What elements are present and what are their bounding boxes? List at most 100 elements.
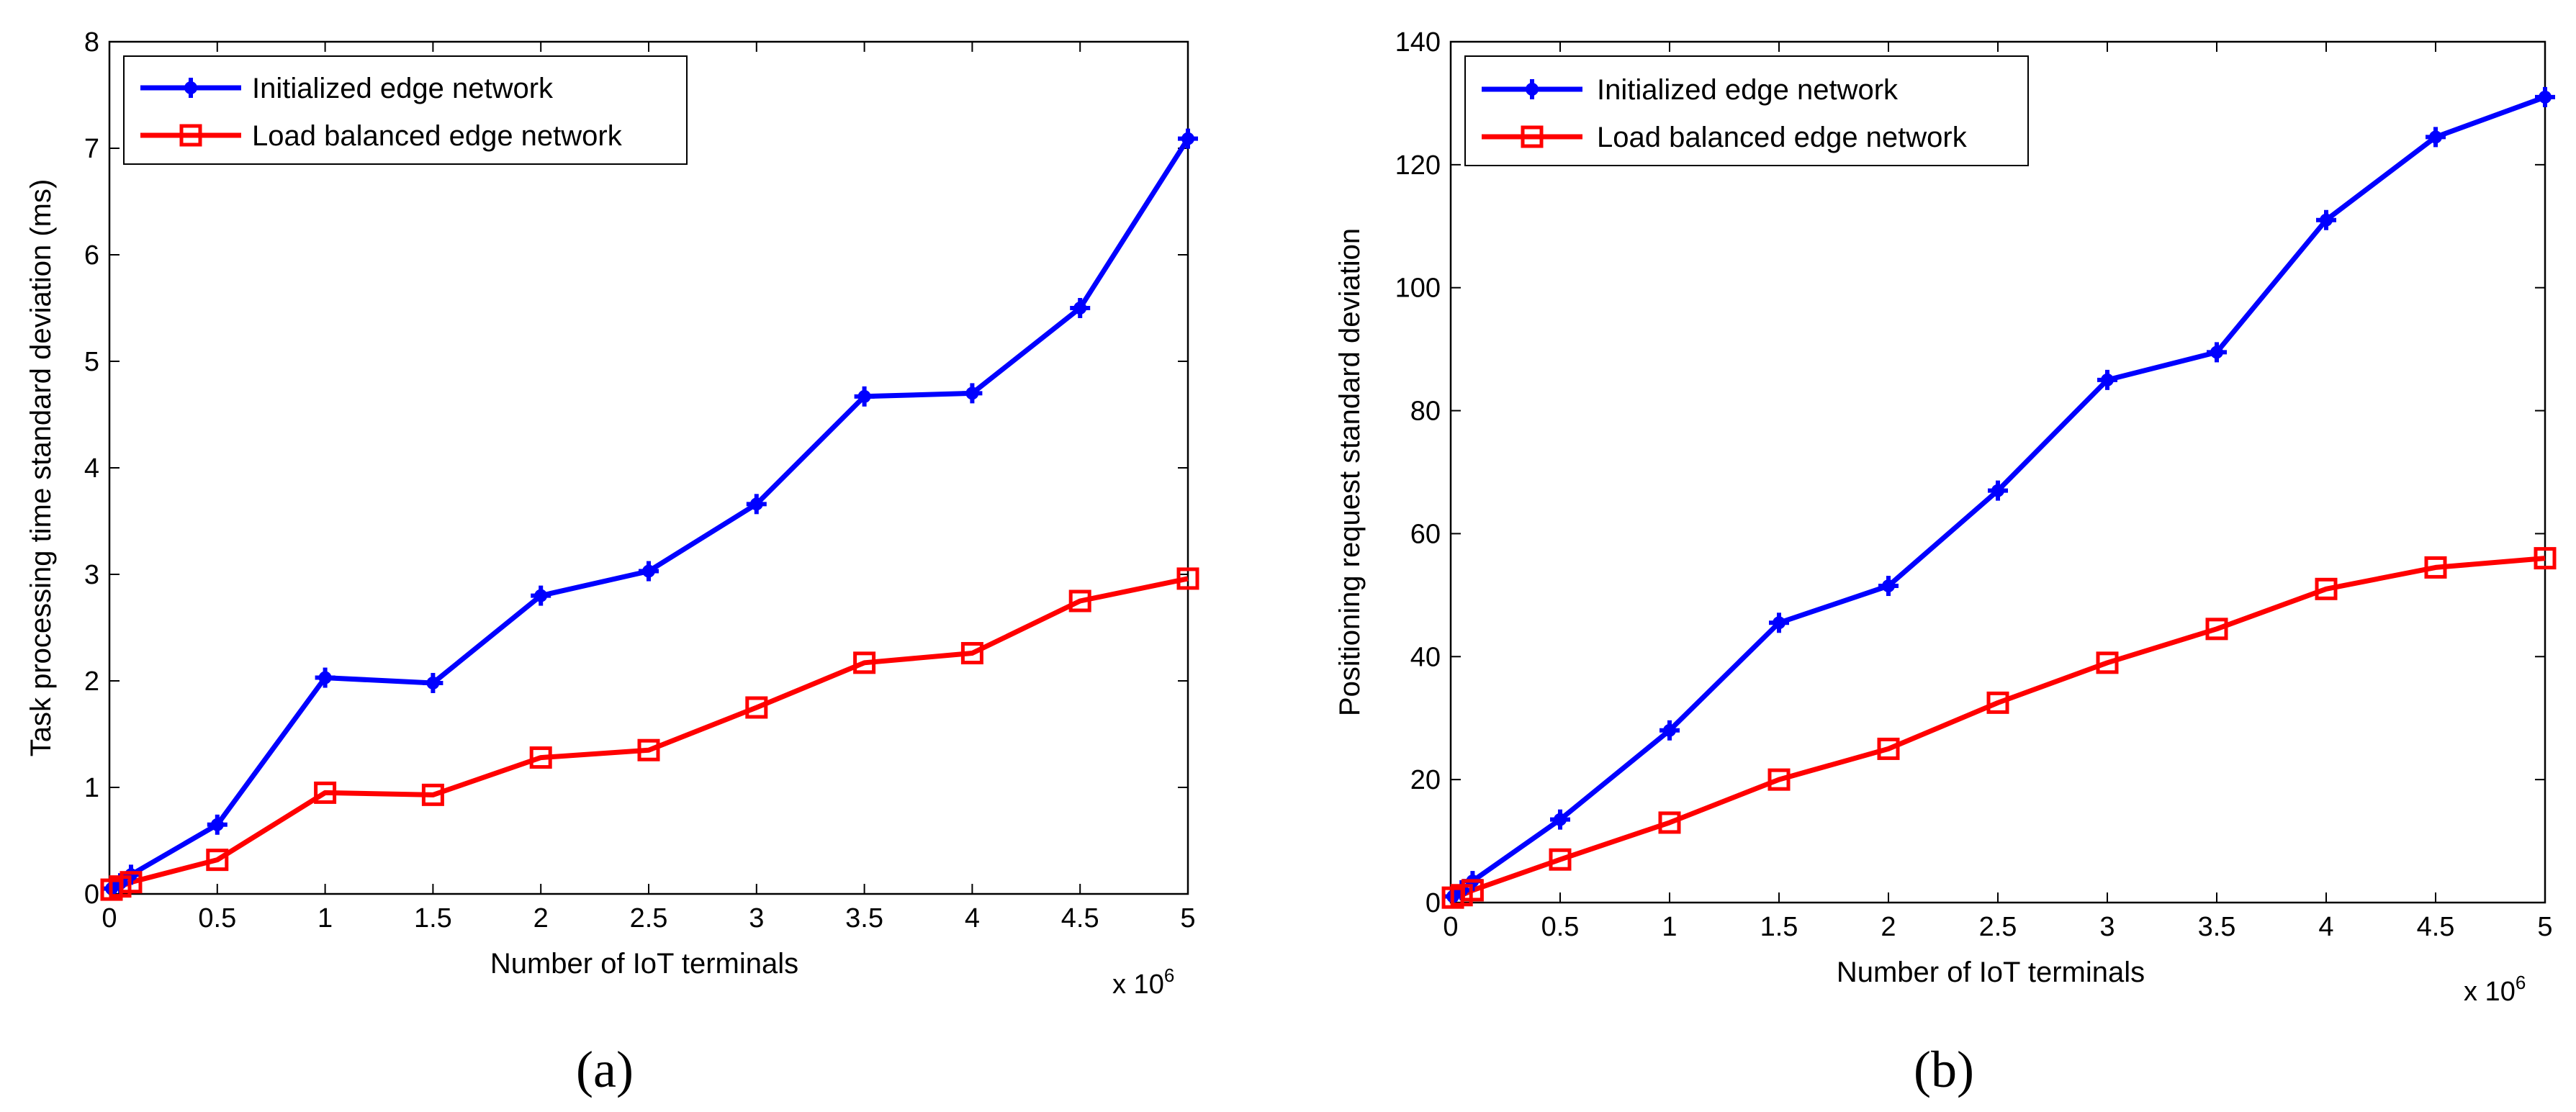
data-point-balanced-a [1176,567,1199,590]
x-tick-label-b: 3.5 [2198,912,2236,942]
axis-ticks-a: 0 0.5 1 1.5 2 2.5 3 3.5 4 4.5 5 0 1 2 3 4 5 6 7 8 [84,27,1196,934]
x-tick-label-b: 5 [2537,912,2552,942]
y-tick-label-b: 120 [1395,150,1441,181]
x-tick-label-b: 1.5 [1760,912,1798,942]
data-point-initialized-a [1070,298,1091,318]
x-tick-label-a: 1.5 [414,903,452,934]
legend-b: Initialized edge network Load balanced e… [1464,55,2029,166]
data-point-balanced-a [421,783,444,806]
data-point-balanced-b [1461,879,1484,902]
y-tick-label-a: 7 [84,134,99,164]
y-tick-label-a: 4 [84,453,99,484]
legend-label-initialized-b: Initialized edge network [1597,74,1899,106]
data-point-initialized-a [207,814,228,835]
x-tick-label-b: 1 [1662,912,1677,942]
x-tick-label-a: 1 [318,903,333,934]
series-layer-a [100,128,1199,901]
y-tick-label-b: 140 [1395,27,1441,58]
y-axis-title-b: Positioning request standard deviation [1334,228,1366,716]
x-tick-label-b: 0 [1443,912,1458,942]
legend-label-balanced-a: Load balanced edge network [252,120,623,152]
x-tick-label-a: 4.5 [1061,903,1099,934]
x-tick-label-b: 4 [2318,912,2333,942]
data-point-balanced-b [2534,547,2557,570]
legend-marker-square-a [179,124,202,147]
legend-marker-square-b [1521,125,1544,148]
chart-panel-b: 0 0.5 1 1.5 2 2.5 3 3.5 4 4.5 5020406080100120140 … [1334,27,2557,1098]
x-tick-label-a: 2 [533,903,549,934]
data-point-initialized-b [1769,612,1789,633]
x-tick-label-a: 3 [749,903,764,934]
legend-marker-star-a-shape [181,78,201,98]
data-point-initialized-b [1550,809,1570,830]
panel-label-b: (b) [1914,1041,1974,1098]
y-axis-title-a: Task processing time standard deviation … [25,179,57,757]
data-point-initialized-a [854,386,875,407]
y-tick-label-b: 0 [1426,888,1441,918]
legend-label-initialized-a: Initialized edge network [252,73,554,104]
x-tick-label-b: 2 [1881,912,1896,942]
x-tick-label-a: 5 [1180,903,1195,934]
x-tick-label-a: 0.5 [198,903,236,934]
x-tick-label-a: 0 [102,903,117,934]
x-tick-label-a: 3.5 [845,903,883,934]
data-point-initialized-a [962,383,983,404]
data-point-initialized-b [1988,480,2008,501]
legend-box-a [123,55,688,165]
x-tick-label-a: 4 [965,903,980,934]
y-tick-label-a: 2 [84,666,99,697]
chart-panel-a: 0 0.5 1 1.5 2 2.5 3 3.5 4 4.5 5 0 1 2 3 4 5 6 7 8 Initializ… [25,27,1199,1098]
data-point-initialized-b [1878,576,1899,597]
y-tick-label-b: 40 [1410,642,1441,672]
x-tick-label-b: 3 [2099,912,2115,942]
data-point-initialized-b [1659,720,1680,741]
x-multiplier-a: x 106 [1112,964,1174,1000]
x-tick-label-b: 4.5 [2417,912,2455,942]
data-point-balanced-b [1986,691,2009,714]
data-point-balanced-b [2424,556,2447,579]
data-point-balanced-a [529,746,552,769]
data-point-balanced-b [1767,768,1791,791]
data-point-initialized-b [2426,127,2446,148]
data-point-balanced-a [853,651,876,674]
y-tick-label-a: 3 [84,560,99,590]
y-tick-label-a: 0 [84,880,99,910]
data-point-balanced-a [637,738,660,761]
panel-label-a: (a) [576,1041,634,1098]
y-tick-label-b: 20 [1410,765,1441,795]
data-point-initialized-a [639,561,659,582]
data-point-balanced-b [2096,651,2119,674]
legend-marker-square-b-shape [1521,125,1544,148]
data-point-initialized-a [423,672,443,693]
data-point-initialized-b [2316,209,2336,230]
data-point-balanced-b [1658,811,1681,834]
legend-label-balanced-b: Load balanced edge network [1597,122,1968,153]
y-tick-label-b: 60 [1410,519,1441,549]
legend-marker-square-a-shape [179,124,202,147]
x-tick-label-b: 2.5 [1979,912,2017,942]
data-point-initialized-a [531,585,551,606]
data-point-initialized-b [2207,342,2227,363]
y-tick-label-a: 5 [84,347,99,377]
y-tick-label-a: 8 [84,27,99,58]
x-tick-label-b: 0.5 [1541,912,1580,942]
legend-box-b [1464,55,2029,166]
data-point-initialized-a [315,667,335,688]
series-layer-b [1441,86,2557,909]
axis-ticks-b: 0 0.5 1 1.5 2 2.5 3 3.5 4 4.5 5 0 20 40 60 80 100 120 140 [1395,27,2553,942]
data-point-initialized-b [2097,369,2117,390]
x-axis-title-a: Number of IoT terminals [490,948,798,980]
legend-marker-star-b-shape [1522,79,1542,99]
plot-area-a [108,40,1189,895]
data-point-balanced-b [2315,577,2338,600]
legend-marker-star-b [1522,79,1542,99]
data-point-balanced-b [1877,737,1900,760]
data-point-balanced-b [2205,618,2228,641]
legend-a: Initialized edge network Load balanced e… [123,55,688,165]
x-multiplier-b: x 106 [2464,972,2526,1007]
y-tick-label-b: 80 [1410,397,1441,427]
data-point-balanced-a [206,849,229,872]
y-tick-label-a: 6 [84,240,99,271]
data-point-balanced-a [1068,589,1091,612]
